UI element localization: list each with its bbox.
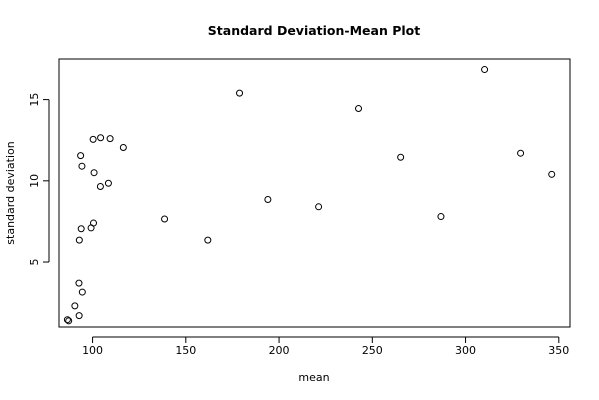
data-point (90, 219, 98, 227)
data-point (119, 144, 127, 152)
data-points (63, 66, 556, 325)
data-point (96, 183, 104, 191)
data-point (236, 89, 244, 97)
data-point (548, 170, 556, 178)
data-point (106, 135, 114, 143)
y-axis-label: standard deviation (4, 141, 17, 244)
x-tick-label: 250 (362, 344, 383, 357)
data-point (161, 215, 169, 223)
x-tick-label: 100 (82, 344, 103, 357)
data-point (517, 149, 525, 157)
x-tick-label: 300 (455, 344, 476, 357)
data-point (75, 279, 83, 287)
data-point (71, 302, 79, 310)
x-axis-label: mean (298, 371, 329, 384)
data-point (437, 213, 445, 221)
data-point (315, 203, 323, 211)
x-tick-label: 150 (175, 344, 196, 357)
data-point (355, 105, 363, 113)
chart-title: Standard Deviation-Mean Plot (208, 23, 420, 38)
data-point (77, 225, 85, 233)
data-point (481, 66, 489, 74)
data-point (204, 236, 212, 244)
data-point (77, 152, 85, 160)
data-point (75, 312, 83, 320)
x-tick-label: 200 (269, 344, 290, 357)
y-tick-label: 15 (28, 93, 41, 107)
data-point (264, 195, 272, 203)
y-tick-label: 5 (28, 259, 41, 266)
y-axis: 5 10 15 (28, 93, 50, 266)
x-tick-label: 350 (548, 344, 569, 357)
data-point (78, 162, 86, 170)
data-point (104, 179, 112, 187)
x-axis: 100 150 200 250 300 350 (82, 336, 569, 357)
data-point (78, 288, 86, 296)
data-point (75, 236, 83, 244)
y-tick-label: 10 (28, 174, 41, 188)
data-point (63, 316, 71, 324)
data-point (90, 169, 98, 177)
data-point (89, 135, 97, 143)
data-point (65, 317, 73, 325)
data-point (397, 153, 405, 161)
data-point (97, 134, 105, 142)
plot-frame (58, 58, 571, 328)
